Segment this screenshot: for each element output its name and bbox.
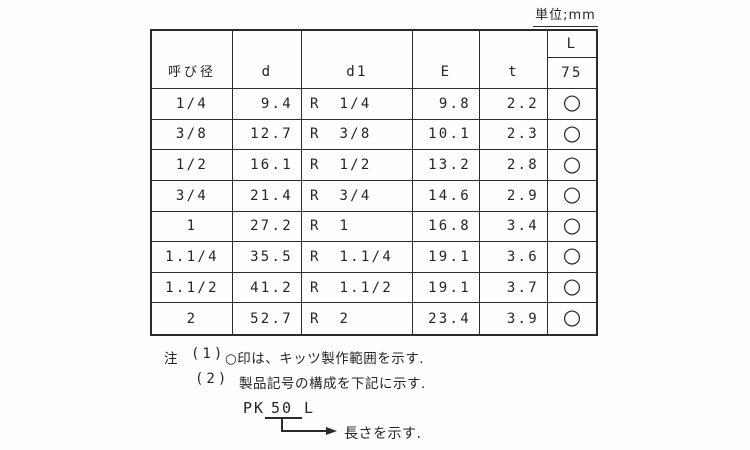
cell-d: 21.4 — [233, 180, 302, 212]
cell-size: 3/8 — [152, 119, 233, 151]
cell-d1: R 1 — [302, 211, 413, 243]
callout-line-vertical — [281, 417, 283, 432]
cell-d1: R 1.1/2 — [302, 272, 413, 304]
header-d1: d1 — [302, 31, 413, 89]
availability-circle-icon: ○ — [548, 150, 596, 181]
cell-size: 1.1/4 — [152, 242, 233, 273]
cell-E: 14.6 — [413, 180, 480, 212]
cell-E: 16.8 — [413, 211, 480, 243]
header-L: L — [548, 31, 596, 58]
cell-size: 1.1/2 — [152, 272, 233, 304]
product-code-prefix: PK — [243, 399, 266, 417]
product-code-middle: 50 — [271, 399, 294, 417]
header-d: d — [233, 31, 302, 89]
product-code-suffix: L — [304, 399, 316, 417]
cell-d: 9.4 — [233, 89, 302, 120]
cell-t: 3.9 — [480, 303, 548, 334]
header-L-sub: 75 — [548, 58, 596, 89]
availability-circle-icon: ○ — [548, 242, 596, 273]
note-2-number: (2) — [195, 371, 230, 387]
cell-E: 9.8 — [413, 89, 480, 120]
callout-text: 長さを示す. — [344, 426, 422, 442]
cell-d: 41.2 — [233, 272, 302, 304]
note-2-text: 製品記号の構成を下記に示す. — [239, 376, 426, 392]
cell-t: 2.8 — [480, 150, 548, 181]
cell-size: 2 — [152, 303, 233, 334]
cell-size: 3/4 — [152, 180, 233, 212]
cell-t: 3.6 — [480, 242, 548, 273]
cell-d1: R 1/2 — [302, 150, 413, 181]
cell-t: 2.9 — [480, 180, 548, 212]
cell-E: 19.1 — [413, 242, 480, 273]
cell-d: 35.5 — [233, 242, 302, 273]
note-1-text: ○印は、キッツ製作範囲を示す. — [225, 351, 425, 367]
cell-d: 52.7 — [233, 303, 302, 334]
cell-t: 3.7 — [480, 272, 548, 304]
availability-circle-icon: ○ — [562, 305, 582, 330]
unit-label: 単位;mm — [533, 4, 598, 27]
code-underline — [265, 417, 302, 419]
availability-circle-icon: ○ — [548, 212, 596, 243]
availability-circle-icon: ○ — [548, 120, 596, 151]
cell-d1: R 1/4 — [302, 89, 413, 120]
note-1-number: (1) — [191, 346, 226, 362]
cell-d: 12.7 — [233, 119, 302, 151]
header-size: 呼び径 — [152, 31, 233, 89]
cell-d: 27.2 — [233, 211, 302, 243]
callout-line-horizontal — [281, 430, 327, 432]
cell-E: 13.2 — [413, 150, 480, 181]
cell-d1: R 1.1/4 — [302, 242, 413, 273]
availability-circle-icon: ○ — [548, 273, 596, 304]
callout-arrow-icon — [326, 427, 337, 435]
header-E: E — [413, 31, 480, 89]
notes-label: 注 — [164, 351, 178, 367]
cell-size: 1 — [152, 211, 233, 243]
cell-t: 3.4 — [480, 211, 548, 243]
cell-E: 23.4 — [413, 303, 480, 334]
cell-t: 2.2 — [480, 89, 548, 120]
cell-d1: R 2 — [302, 303, 413, 334]
availability-circle-icon: ○ — [548, 181, 596, 212]
cell-E: 19.1 — [413, 272, 480, 304]
cell-t: 2.3 — [480, 119, 548, 151]
header-t: t — [480, 31, 548, 89]
cell-size: 1/4 — [152, 89, 233, 120]
cell-d1: R 3/8 — [302, 119, 413, 151]
cell-d1: R 3/4 — [302, 180, 413, 212]
cell-E: 10.1 — [413, 119, 480, 151]
cell-size: 1/2 — [152, 150, 233, 181]
cell-d: 16.1 — [233, 150, 302, 181]
availability-circle-icon: ○ — [548, 89, 596, 120]
dimension-table: 呼び径 d d1 E t L 75 1/4 9.4 R 1/4 9.8 2.2 … — [150, 29, 598, 336]
